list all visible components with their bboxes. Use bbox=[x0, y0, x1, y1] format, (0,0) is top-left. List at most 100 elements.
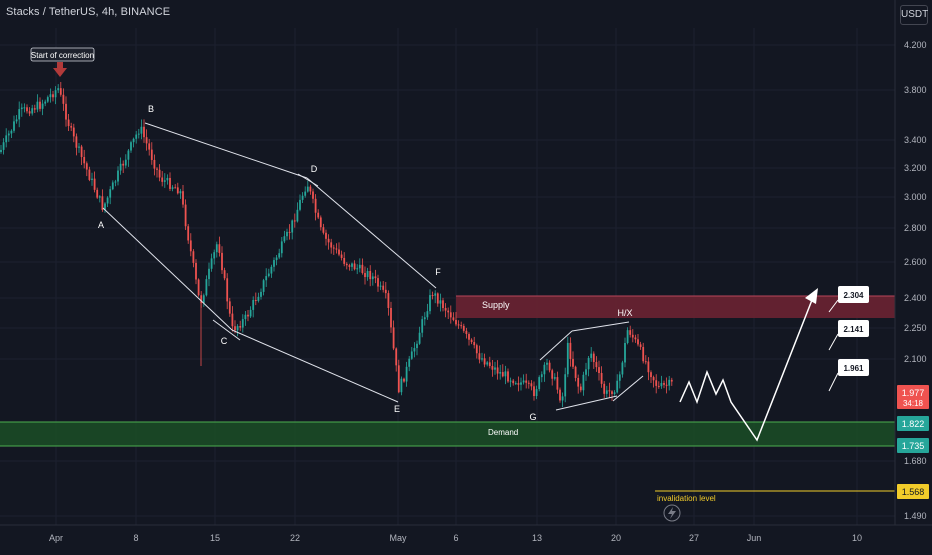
wave-label-a: A bbox=[98, 220, 104, 230]
candle-body bbox=[260, 291, 262, 297]
candle-body bbox=[205, 279, 208, 296]
candle-body bbox=[465, 330, 468, 335]
candle-body bbox=[158, 169, 161, 178]
supply-label: Supply bbox=[482, 300, 510, 310]
candle-body bbox=[650, 372, 652, 378]
x-tick-label: 20 bbox=[611, 533, 621, 543]
candle-body bbox=[569, 342, 572, 359]
trend-line bbox=[297, 173, 319, 187]
x-tick-label: 8 bbox=[133, 533, 138, 543]
trend-line bbox=[612, 375, 644, 402]
candle-body bbox=[439, 300, 442, 304]
candle-body bbox=[408, 358, 411, 367]
candle-body bbox=[626, 330, 629, 343]
candle-body bbox=[507, 371, 509, 382]
candle-body bbox=[54, 90, 57, 98]
candle-body bbox=[70, 126, 73, 128]
candle-body bbox=[369, 271, 372, 280]
candle-body bbox=[23, 107, 26, 109]
candle-body bbox=[600, 372, 603, 384]
y-tick-label: 2.800 bbox=[904, 223, 927, 233]
candle-body bbox=[572, 358, 574, 367]
candle-body bbox=[392, 327, 395, 349]
candle-body bbox=[501, 372, 504, 377]
target-box bbox=[838, 359, 869, 376]
candle-body bbox=[548, 362, 551, 371]
candle-body bbox=[423, 317, 426, 320]
target-pointer bbox=[828, 333, 839, 351]
price-badge-value: 1.568 bbox=[902, 487, 925, 497]
x-axis[interactable]: Apr 8 15 22 May 6 13 20 27 Jun 10 bbox=[0, 524, 932, 543]
wave-label-d: D bbox=[311, 164, 318, 174]
candle-body bbox=[455, 319, 457, 325]
candle-body bbox=[429, 295, 431, 312]
candle-body bbox=[179, 191, 182, 194]
candle-body bbox=[252, 300, 255, 310]
candle-body bbox=[421, 319, 424, 333]
candle-body bbox=[616, 380, 619, 393]
candle-body bbox=[114, 181, 117, 183]
candle-body bbox=[553, 377, 556, 379]
candle-body bbox=[49, 94, 52, 98]
candle-body bbox=[278, 253, 281, 258]
candle-body bbox=[647, 361, 650, 373]
candle-body bbox=[122, 163, 125, 166]
start-correction-box bbox=[30, 47, 95, 62]
candle-body bbox=[533, 386, 535, 397]
trend-line bbox=[539, 330, 573, 361]
candle-body bbox=[338, 249, 340, 255]
candle-body bbox=[234, 326, 236, 331]
candle-body bbox=[538, 377, 541, 390]
candle-body bbox=[340, 254, 343, 258]
candle-body bbox=[109, 189, 112, 198]
candle-body bbox=[148, 143, 151, 150]
candle-body bbox=[241, 319, 244, 328]
candle-body bbox=[189, 240, 192, 252]
candle-body bbox=[182, 191, 184, 205]
x-tick-label: 6 bbox=[453, 533, 458, 543]
wave-label-e: E bbox=[394, 404, 400, 414]
candle-body bbox=[660, 383, 663, 387]
candle-body bbox=[611, 391, 613, 394]
currency-button[interactable]: USDT bbox=[900, 5, 928, 25]
candle-body bbox=[657, 385, 660, 387]
candle-body bbox=[197, 279, 200, 296]
x-tick-label: 22 bbox=[290, 533, 300, 543]
candle-body bbox=[488, 362, 491, 367]
supply-zone bbox=[456, 296, 895, 318]
candle-body bbox=[75, 136, 78, 148]
candle-body bbox=[637, 339, 639, 345]
trend-line bbox=[144, 122, 308, 179]
candle-body bbox=[273, 260, 275, 267]
candle-body bbox=[10, 130, 13, 134]
candle-body bbox=[325, 232, 327, 239]
trend-line bbox=[231, 329, 399, 403]
candle-body bbox=[140, 126, 143, 134]
candle-body bbox=[332, 247, 335, 249]
x-tick-label: 15 bbox=[210, 533, 220, 543]
candle-body bbox=[663, 383, 665, 385]
y-axis[interactable]: 4.200 3.800 3.400 3.200 3.000 2.800 2.600 2.400… bbox=[894, 0, 927, 525]
candle-body bbox=[221, 252, 223, 271]
price-badge-value: 1.735 bbox=[902, 441, 925, 451]
candle-body bbox=[223, 270, 226, 279]
candle-body bbox=[382, 285, 385, 290]
projected-arrowhead bbox=[805, 288, 818, 304]
candle-body bbox=[247, 314, 249, 317]
candle-body bbox=[410, 351, 413, 359]
event-icon bbox=[663, 504, 681, 522]
candle-body bbox=[655, 380, 658, 386]
candle-body bbox=[161, 177, 164, 182]
candle-body bbox=[343, 257, 346, 264]
candle-body bbox=[566, 342, 569, 375]
candle-body bbox=[603, 383, 606, 394]
candle-body bbox=[202, 295, 205, 304]
candle-body bbox=[592, 353, 595, 363]
candle-body bbox=[85, 163, 88, 170]
candle-body bbox=[301, 195, 304, 200]
candle-body bbox=[117, 170, 119, 182]
candle-body bbox=[608, 390, 611, 392]
y-tick-label: 2.100 bbox=[904, 354, 927, 364]
